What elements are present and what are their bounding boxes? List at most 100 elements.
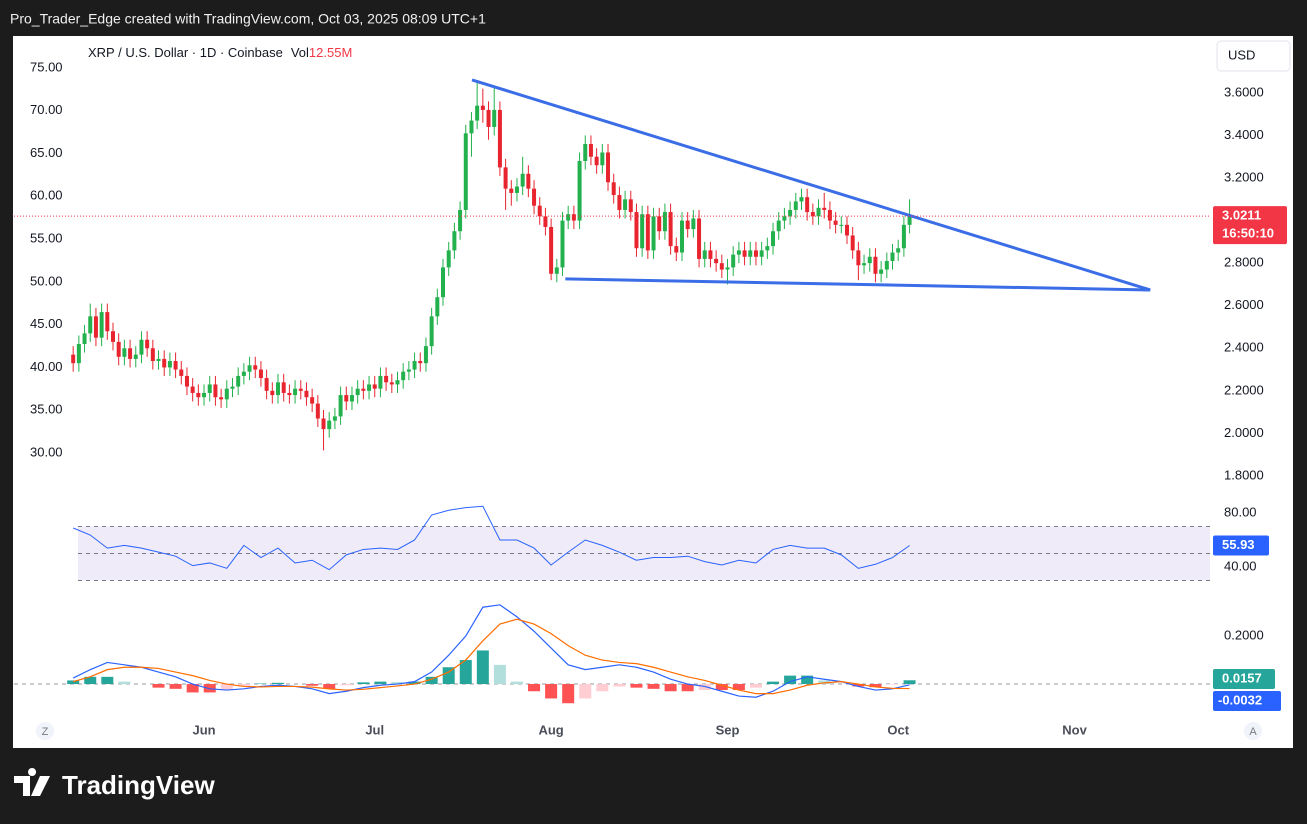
candle-body [395, 380, 400, 385]
candle-body [253, 365, 258, 370]
candle-body [338, 395, 343, 417]
histogram-bar [374, 681, 387, 685]
x-tick-label: Jul [365, 722, 384, 737]
histogram-bar [391, 682, 404, 685]
chart-panel [13, 36, 1293, 748]
y-tick-label: 80.00 [1224, 504, 1257, 519]
candle-body [463, 133, 468, 210]
histogram-bar [869, 684, 882, 688]
candle-body [480, 105, 485, 110]
candle-body [503, 167, 508, 189]
histogram-bar [220, 684, 233, 691]
candle-body [640, 214, 645, 249]
candle-body [344, 395, 349, 402]
currency-button[interactable] [1216, 40, 1291, 72]
candle-body [668, 212, 673, 247]
histogram-label-box [1213, 669, 1275, 689]
zoom-button[interactable] [36, 722, 54, 740]
macd-line [72, 604, 910, 698]
candle-body [788, 209, 793, 217]
candle-body [611, 182, 616, 196]
histogram-bar [459, 660, 472, 685]
candle-body [162, 358, 167, 368]
candle-body [293, 388, 298, 396]
candle-body [236, 375, 241, 387]
candle-body [884, 261, 889, 270]
candle-body [492, 109, 497, 127]
histogram-bar [357, 682, 370, 685]
candle-body [714, 258, 719, 264]
candle-body [742, 250, 747, 257]
candle-body [458, 209, 463, 232]
histogram-bar [630, 684, 643, 688]
auto-label[interactable]: A [1249, 726, 1257, 738]
histogram-bar [152, 684, 165, 688]
symbol: XRP / U.S. Dollar · 1D · Coinbase [88, 45, 283, 60]
candle-body [606, 152, 611, 183]
candle-body [799, 197, 804, 202]
candle-body [662, 212, 667, 232]
y2-tick-label: 60.00 [30, 188, 63, 203]
candle-body [549, 226, 554, 274]
candle-body [577, 161, 582, 221]
candle-body [805, 197, 810, 213]
candle-body [486, 109, 491, 127]
candle-body [82, 333, 87, 345]
candle-body [179, 369, 184, 376]
histogram-bar [323, 684, 336, 689]
candle-body [793, 201, 798, 210]
candle-body [651, 216, 656, 251]
histogram-bar [118, 681, 131, 685]
candle-body [827, 209, 832, 221]
auto-button[interactable] [1244, 722, 1262, 740]
histogram-bar [528, 684, 541, 692]
histogram-bar [340, 684, 353, 686]
candle-body [719, 263, 724, 270]
candle-body [361, 388, 366, 391]
y-tick-label: 2.4000 [1224, 340, 1264, 355]
candle-body [782, 216, 787, 221]
candle-body [145, 339, 150, 349]
currency[interactable]: USD [1228, 47, 1255, 62]
candle-body [839, 224, 844, 226]
histogram-bar [169, 684, 182, 689]
histogram-bar [715, 684, 728, 691]
histogram-bar [579, 684, 592, 699]
candle-body [213, 384, 218, 398]
histogram-bar [852, 684, 865, 687]
histogram-bar [784, 675, 797, 685]
histogram-bar [237, 684, 250, 687]
volume-label: Vol [291, 45, 309, 60]
zoom-label[interactable]: Z [42, 726, 49, 738]
candle-body [202, 392, 207, 398]
last-price-box [1213, 206, 1287, 245]
histogram-bar [732, 684, 745, 691]
candle-body [241, 371, 246, 376]
y2-tick-label: 35.00 [30, 402, 63, 417]
candle-body [497, 109, 502, 168]
countdown: 16:50:10 [1222, 226, 1274, 241]
candle-body [588, 143, 593, 157]
y-tick-label: 1.8000 [1224, 467, 1264, 482]
candle-body [298, 388, 303, 391]
candle-body [873, 256, 878, 274]
candle-body [173, 361, 178, 370]
candle-body [315, 403, 320, 419]
legend: XRP / U.S. Dollar · 1D · Coinbase Vol12.5… [88, 45, 352, 60]
candle-body [327, 420, 332, 430]
candle-body [418, 361, 423, 364]
y2-tick-label: 30.00 [30, 444, 63, 459]
candle-body [896, 248, 901, 253]
histogram-bar [67, 680, 80, 685]
candle-body [765, 246, 770, 251]
candle-body [406, 369, 411, 372]
candle-body [276, 382, 281, 396]
candle-body [532, 188, 537, 206]
volume: 12.55M [309, 45, 352, 60]
candle-body [429, 316, 434, 347]
candle-body [708, 250, 713, 259]
candle-body [128, 348, 133, 359]
histogram-bar [562, 684, 575, 704]
logo: TradingView [14, 768, 215, 800]
histogram-bar [545, 684, 558, 699]
